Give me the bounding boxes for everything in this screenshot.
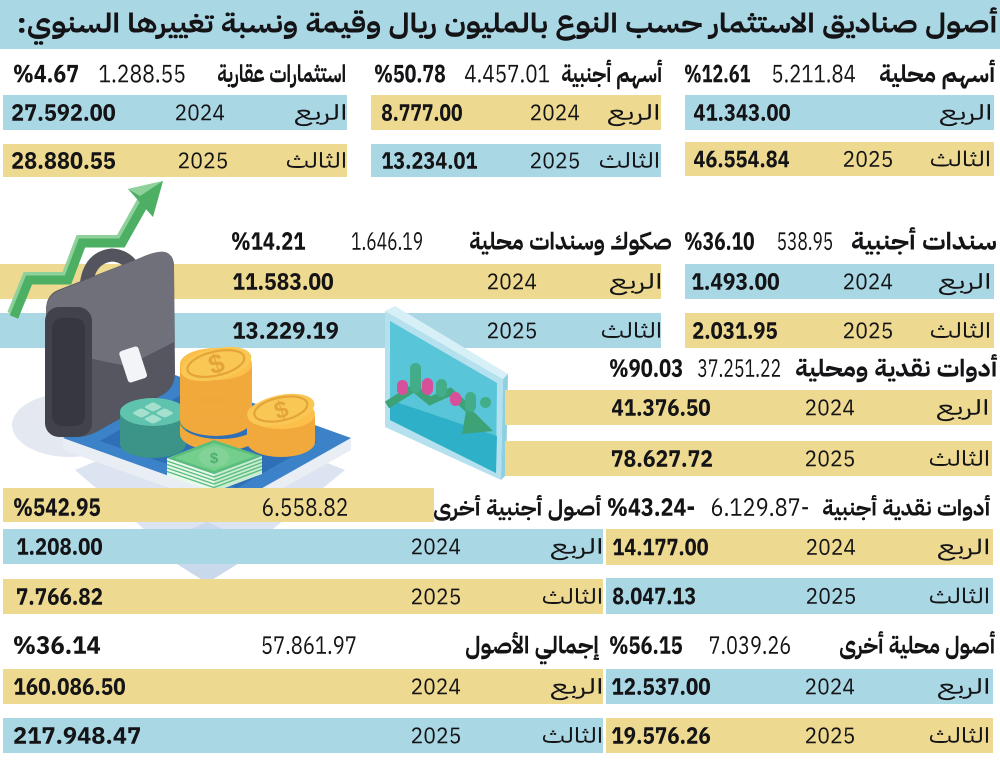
- svg-text:$: $: [210, 450, 219, 467]
